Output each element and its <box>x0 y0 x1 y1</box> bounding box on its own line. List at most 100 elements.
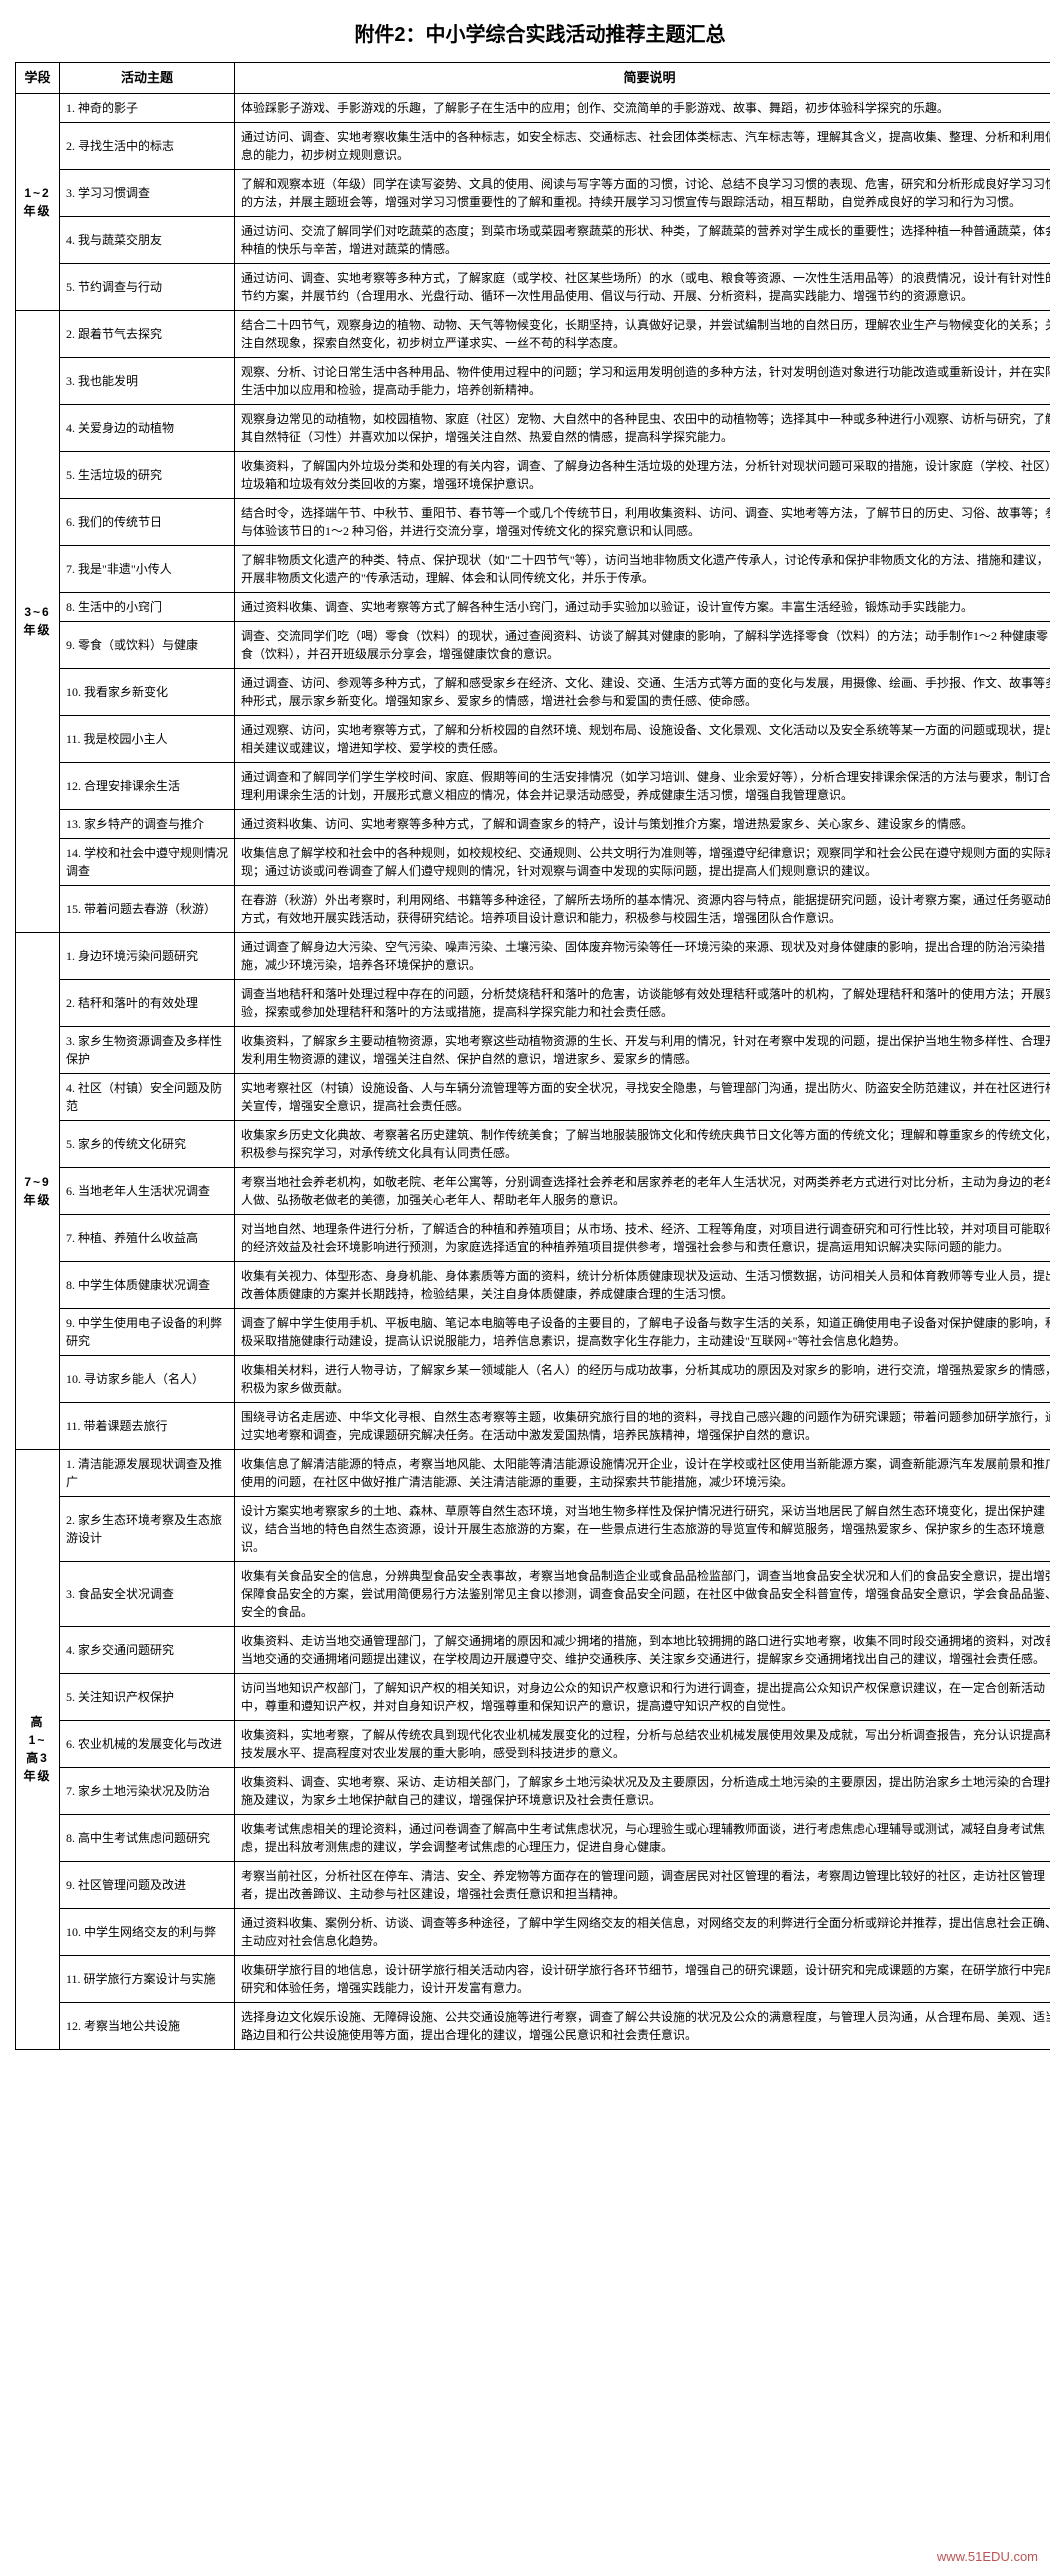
topic-cell: 12. 考察当地公共设施 <box>60 2002 235 2049</box>
table-row: 15. 带着问题去春游（秋游）在春游（秋游）外出考察时，利用网络、书籍等多种途径… <box>16 885 1050 932</box>
topic-cell: 1. 身边环境污染问题研究 <box>60 932 235 979</box>
desc-cell: 通过资料收集、调查、实地考察等方式了解各种生活小窍门，通过动手实验加以验证，设计… <box>235 592 1050 621</box>
topic-cell: 2. 寻找生活中的标志 <box>60 122 235 169</box>
table-row: 5. 家乡的传统文化研究收集家乡历史文化典故、考察著名历史建筑、制作传统美食；了… <box>16 1120 1050 1167</box>
table-row: 8. 中学生体质健康状况调查收集有关视力、体型形态、身身机能、身体素质等方面的资… <box>16 1261 1050 1308</box>
table-row: 7~9年级1. 身边环境污染问题研究通过调查了解身边大污染、空气污染、噪声污染、… <box>16 932 1050 979</box>
page-title: 附件2：中小学综合实践活动推荐主题汇总 <box>15 20 1050 50</box>
desc-cell: 通过调查、访问、参观等多种方式，了解和感受家乡在经济、文化、建设、交通、生活方式… <box>235 668 1050 715</box>
topic-cell: 11. 我是校园小主人 <box>60 715 235 762</box>
topic-cell: 15. 带着问题去春游（秋游） <box>60 885 235 932</box>
table-row: 13. 家乡特产的调查与推介通过资料收集、访问、实地考察等多种方式，了解和调查家… <box>16 809 1050 838</box>
table-row: 6. 当地老年人生活状况调查考察当地社会养老机构，如敬老院、老年公寓等，分别调查… <box>16 1167 1050 1214</box>
topic-cell: 4. 我与蔬菜交朋友 <box>60 216 235 263</box>
topic-cell: 2. 秸秆和落叶的有效处理 <box>60 979 235 1026</box>
topic-cell: 3. 家乡生物资源调查及多样性保护 <box>60 1026 235 1073</box>
table-row: 7. 种植、养殖什么收益高对当地自然、地理条件进行分析，了解适合的种植和养殖项目… <box>16 1214 1050 1261</box>
table-row: 8. 高中生考试焦虑问题研究收集考试焦虑相关的理论资料，通过问卷调查了解高中生考… <box>16 1814 1050 1861</box>
topic-cell: 9. 零食（或饮料）与健康 <box>60 621 235 668</box>
desc-cell: 通过访问、调查、实地考察等多种方式，了解家庭（或学校、社区某些场所）的水（或电、… <box>235 263 1050 310</box>
topic-cell: 5. 关注知识产权保护 <box>60 1673 235 1720</box>
desc-cell: 调查、交流同学们吃（喝）零食（饮料）的现状，通过查阅资料、访谈了解其对健康的影响… <box>235 621 1050 668</box>
topic-cell: 6. 农业机械的发展变化与改进 <box>60 1720 235 1767</box>
topic-cell: 5. 家乡的传统文化研究 <box>60 1120 235 1167</box>
desc-cell: 体验踩影子游戏、手影游戏的乐趣，了解影子在生活中的应用；创作、交流简单的手影游戏… <box>235 93 1050 122</box>
desc-cell: 在春游（秋游）外出考察时，利用网络、书籍等多种途径，了解所去场所的基本情况、资源… <box>235 885 1050 932</box>
topic-cell: 6. 当地老年人生活状况调查 <box>60 1167 235 1214</box>
table-row: 5. 节约调查与行动通过访问、调查、实地考察等多种方式，了解家庭（或学校、社区某… <box>16 263 1050 310</box>
table-row: 9. 零食（或饮料）与健康调查、交流同学们吃（喝）零食（饮料）的现状，通过查阅资… <box>16 621 1050 668</box>
table-row: 7. 家乡土地污染状况及防治收集资料、调查、实地考察、采访、走访相关部门，了解家… <box>16 1767 1050 1814</box>
desc-cell: 通过访问、调查、实地考察收集生活中的各种标志，如安全标志、交通标志、社会团体类标… <box>235 122 1050 169</box>
topics-table: 学段 活动主题 简要说明 1~2年级1. 神奇的影子体验踩影子游戏、手影游戏的乐… <box>15 62 1050 2050</box>
desc-cell: 收集有关食品安全的信息，分辨典型食品安全表事故，考察当地食品制造企业或食品品检监… <box>235 1561 1050 1626</box>
desc-cell: 围绕寻访名走居迹、中华文化寻根、自然生态考察等主题，收集研究旅行目的地的资料，寻… <box>235 1402 1050 1449</box>
table-row: 2. 家乡生态环境考察及生态旅游设计设计方案实地考察家乡的土地、森林、草原等自然… <box>16 1496 1050 1561</box>
desc-cell: 通过调查了解身边大污染、空气污染、噪声污染、土壤污染、固体废弃物污染等任一环境污… <box>235 932 1050 979</box>
desc-cell: 收集资料、走访当地交通管理部门，了解交通拥堵的原因和减少拥堵的措施，到本地比较拥… <box>235 1626 1050 1673</box>
table-row: 4. 关爱身边的动植物观察身边常见的动植物，如校园植物、家庭（社区）宠物、大自然… <box>16 404 1050 451</box>
topic-cell: 3. 我也能发明 <box>60 357 235 404</box>
topic-cell: 7. 家乡土地污染状况及防治 <box>60 1767 235 1814</box>
topic-cell: 11. 研学旅行方案设计与实施 <box>60 1955 235 2002</box>
table-row: 11. 我是校园小主人通过观察、访问，实地考察等方式，了解和分析校园的自然环境、… <box>16 715 1050 762</box>
table-row: 5. 生活垃圾的研究收集资料，了解国内外垃圾分类和处理的有关内容，调查、了解身边… <box>16 451 1050 498</box>
topic-cell: 10. 寻访家乡能人（名人） <box>60 1355 235 1402</box>
table-row: 6. 我们的传统节日结合时令，选择端午节、中秋节、重阳节、春节等一个或几个传统节… <box>16 498 1050 545</box>
table-row: 高1~高3年级1. 清洁能源发展现状调查及推广收集信息了解清洁能源的特点，考察当… <box>16 1449 1050 1496</box>
desc-cell: 了解非物质文化遗产的种类、特点、保护现状（如"二十四节气"等），访问当地非物质文… <box>235 545 1050 592</box>
stage-cell: 高1~高3年级 <box>16 1449 60 2049</box>
topic-cell: 2. 跟着节气去探究 <box>60 310 235 357</box>
table-row: 10. 我看家乡新变化通过调查、访问、参观等多种方式，了解和感受家乡在经济、文化… <box>16 668 1050 715</box>
table-row: 4. 我与蔬菜交朋友通过访问、交流了解同学们对吃蔬菜的态度；到菜市场或菜园考察蔬… <box>16 216 1050 263</box>
table-row: 10. 中学生网络交友的利与弊通过资料收集、案例分析、访谈、调查等多种途径，了解… <box>16 1908 1050 1955</box>
table-row: 6. 农业机械的发展变化与改进收集资料，实地考察，了解从传统农具到现代化农业机械… <box>16 1720 1050 1767</box>
desc-cell: 通过调查和了解同学们学生学校时间、家庭、假期等间的生活安排情况（如学习培训、健身… <box>235 762 1050 809</box>
topic-cell: 5. 节约调查与行动 <box>60 263 235 310</box>
desc-cell: 收集资料、调查、实地考察、采访、走访相关部门，了解家乡土地污染状况及及主要原因，… <box>235 1767 1050 1814</box>
topic-cell: 4. 家乡交通问题研究 <box>60 1626 235 1673</box>
table-row: 11. 研学旅行方案设计与实施收集研学旅行目的地信息，设计研学旅行相关活动内容，… <box>16 1955 1050 2002</box>
desc-cell: 通过资料收集、案例分析、访谈、调查等多种途径，了解中学生网络交友的相关信息，对网… <box>235 1908 1050 1955</box>
desc-cell: 收集信息了解清洁能源的特点，考察当地风能、太阳能等清洁能源设施情况开企业，设计在… <box>235 1449 1050 1496</box>
table-row: 12. 合理安排课余生活通过调查和了解同学们学生学校时间、家庭、假期等间的生活安… <box>16 762 1050 809</box>
topic-cell: 9. 中学生使用电子设备的利弊研究 <box>60 1308 235 1355</box>
table-row: 12. 考察当地公共设施选择身边文化娱乐设施、无障碍设施、公共交通设施等进行考察… <box>16 2002 1050 2049</box>
table-row: 14. 学校和社会中遵守规则情况调查收集信息了解学校和社会中的各种规则，如校规校… <box>16 838 1050 885</box>
desc-cell: 考察当地社会养老机构，如敬老院、老年公寓等，分别调查选择社会养老和居家养老的老年… <box>235 1167 1050 1214</box>
table-row: 3. 学习习惯调查了解和观察本班（年级）同学在读写姿势、文具的使用、阅读与写字等… <box>16 169 1050 216</box>
desc-cell: 收集家乡历史文化典故、考察著名历史建筑、制作传统美食；了解当地服装服饰文化和传统… <box>235 1120 1050 1167</box>
table-row: 11. 带着课题去旅行围绕寻访名走居迹、中华文化寻根、自然生态考察等主题，收集研… <box>16 1402 1050 1449</box>
topic-cell: 8. 生活中的小窍门 <box>60 592 235 621</box>
desc-cell: 访问当地知识产权部门，了解知识产权的相关知识，对身边公众的知识产权意识和行为进行… <box>235 1673 1050 1720</box>
topic-cell: 1. 神奇的影子 <box>60 93 235 122</box>
topic-cell: 1. 清洁能源发展现状调查及推广 <box>60 1449 235 1496</box>
stage-cell: 3~6年级 <box>16 310 60 932</box>
desc-cell: 观察、分析、讨论日常生活中各种用品、物件使用过程中的问题；学习和运用发明创造的多… <box>235 357 1050 404</box>
table-row: 1~2年级1. 神奇的影子体验踩影子游戏、手影游戏的乐趣，了解影子在生活中的应用… <box>16 93 1050 122</box>
desc-cell: 收集资料，了解国内外垃圾分类和处理的有关内容，调查、了解身边各种生活垃圾的处理方… <box>235 451 1050 498</box>
desc-cell: 了解和观察本班（年级）同学在读写姿势、文具的使用、阅读与写字等方面的习惯，讨论、… <box>235 169 1050 216</box>
desc-cell: 结合二十四节气，观察身边的植物、动物、天气等物候变化，长期坚持，认真做好记录，并… <box>235 310 1050 357</box>
topic-cell: 3. 学习习惯调查 <box>60 169 235 216</box>
desc-cell: 调查了解中学生使用手机、平板电脑、笔记本电脑等电子设备的主要目的，了解电子设备与… <box>235 1308 1050 1355</box>
table-row: 4. 家乡交通问题研究收集资料、走访当地交通管理部门，了解交通拥堵的原因和减少拥… <box>16 1626 1050 1673</box>
topic-cell: 8. 高中生考试焦虑问题研究 <box>60 1814 235 1861</box>
topic-cell: 11. 带着课题去旅行 <box>60 1402 235 1449</box>
col-topic: 活动主题 <box>60 63 235 94</box>
topic-cell: 5. 生活垃圾的研究 <box>60 451 235 498</box>
stage-cell: 7~9年级 <box>16 932 60 1449</box>
topic-cell: 4. 社区（村镇）安全问题及防范 <box>60 1073 235 1120</box>
desc-cell: 考察当前社区，分析社区在停车、清洁、安全、养宠物等方面存在的管理问题，调查居民对… <box>235 1861 1050 1908</box>
topic-cell: 14. 学校和社会中遵守规则情况调查 <box>60 838 235 885</box>
table-row: 7. 我是"非遗"小传人了解非物质文化遗产的种类、特点、保护现状（如"二十四节气… <box>16 545 1050 592</box>
desc-cell: 收集相关材料，进行人物寻访，了解家乡某一领域能人（名人）的经历与成功故事，分析其… <box>235 1355 1050 1402</box>
topic-cell: 9. 社区管理问题及改进 <box>60 1861 235 1908</box>
watermark: www.51EDU.com <box>937 2547 1038 2567</box>
table-row: 3. 我也能发明观察、分析、讨论日常生活中各种用品、物件使用过程中的问题；学习和… <box>16 357 1050 404</box>
topic-cell: 2. 家乡生态环境考察及生态旅游设计 <box>60 1496 235 1561</box>
table-row: 2. 寻找生活中的标志通过访问、调查、实地考察收集生活中的各种标志，如安全标志、… <box>16 122 1050 169</box>
col-stage: 学段 <box>16 63 60 94</box>
col-desc: 简要说明 <box>235 63 1050 94</box>
desc-cell: 选择身边文化娱乐设施、无障碍设施、公共交通设施等进行考察，调查了解公共设施的状况… <box>235 2002 1050 2049</box>
